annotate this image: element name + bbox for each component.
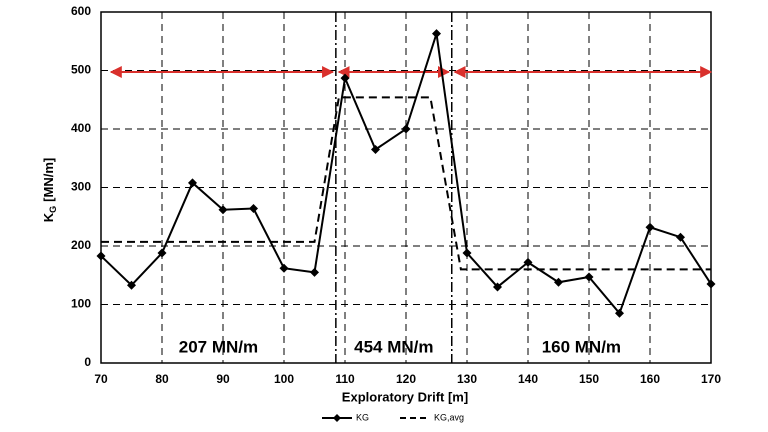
x-tick-label: 80 bbox=[155, 372, 169, 386]
data-point bbox=[249, 204, 258, 214]
y-tick-label: 100 bbox=[71, 297, 91, 311]
x-tick-label: 70 bbox=[94, 372, 108, 386]
data-point bbox=[310, 267, 319, 277]
data-point bbox=[188, 178, 197, 188]
y-axis-label: KG [MN/m] bbox=[41, 158, 58, 222]
data-point bbox=[340, 73, 350, 83]
x-tick-label: 150 bbox=[579, 372, 599, 386]
data-point bbox=[706, 279, 716, 289]
data-point bbox=[96, 251, 106, 261]
data-point bbox=[676, 232, 685, 242]
x-tick-label: 140 bbox=[518, 372, 538, 386]
y-tick-label: 0 bbox=[84, 355, 91, 369]
y-label-sub: G bbox=[48, 206, 58, 213]
data-point bbox=[462, 248, 472, 258]
data-point bbox=[645, 222, 655, 232]
data-point bbox=[371, 144, 380, 154]
data-point bbox=[127, 280, 136, 290]
data-point bbox=[493, 282, 502, 292]
data-point bbox=[554, 277, 563, 287]
legend-marker bbox=[333, 414, 341, 422]
y-label-main: K bbox=[41, 212, 56, 222]
x-tick-label: 120 bbox=[396, 372, 416, 386]
x-axis-label: Exploratory Drift [m] bbox=[342, 389, 468, 404]
legend-label: KG bbox=[356, 412, 369, 422]
data-point bbox=[615, 308, 624, 318]
x-tick-label: 160 bbox=[640, 372, 660, 386]
y-tick-label: 200 bbox=[71, 238, 91, 252]
y-tick-label: 400 bbox=[71, 121, 91, 135]
data-point bbox=[157, 248, 167, 258]
y-tick-label: 600 bbox=[71, 4, 91, 18]
data-point bbox=[218, 205, 228, 215]
plot-border bbox=[100, 11, 712, 364]
annotation: 454 MN/m bbox=[354, 337, 433, 356]
data-point bbox=[523, 257, 533, 267]
y-tick-label: 500 bbox=[71, 63, 91, 77]
annotation: 207 MN/m bbox=[179, 337, 258, 356]
y-tick-label: 300 bbox=[71, 180, 91, 194]
data-point bbox=[432, 29, 441, 39]
data-point bbox=[584, 272, 594, 282]
legend-label: KG,avg bbox=[434, 412, 464, 422]
avg-line bbox=[101, 96, 711, 271]
annotation: 160 MN/m bbox=[542, 337, 621, 356]
data-point bbox=[401, 124, 411, 134]
x-tick-label: 90 bbox=[216, 372, 230, 386]
x-tick-label: 100 bbox=[274, 372, 294, 386]
x-tick-label: 130 bbox=[457, 372, 477, 386]
x-tick-label: 110 bbox=[335, 372, 355, 386]
x-tick-label: 170 bbox=[701, 372, 721, 386]
y-label-unit: [MN/m] bbox=[41, 158, 56, 202]
data-point bbox=[279, 263, 289, 273]
